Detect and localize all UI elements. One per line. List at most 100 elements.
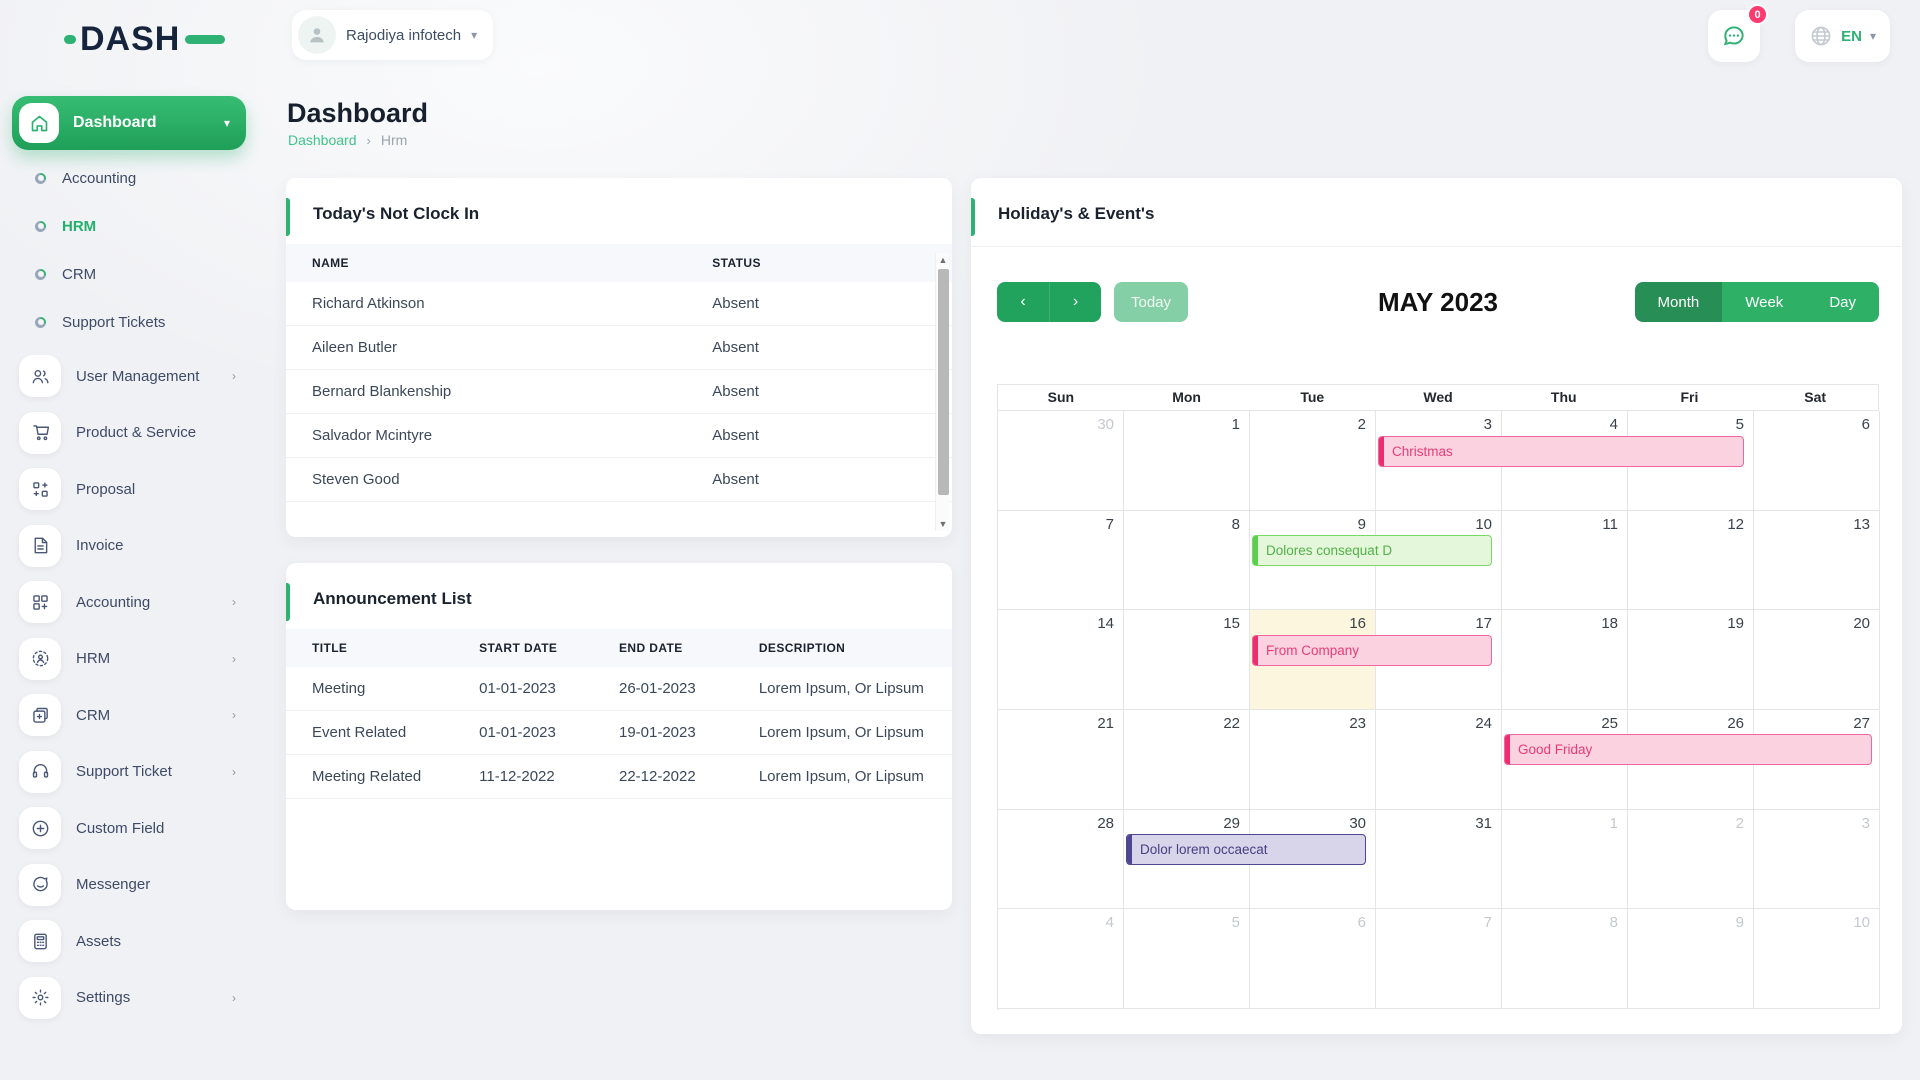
calendar-day-cell[interactable]: 15 [1124, 610, 1250, 711]
calendar-day-cell[interactable]: 2 [1250, 411, 1376, 511]
breadcrumb-current: Hrm [380, 132, 408, 148]
table-row: Meeting Related 11-12-2022 22-12-2022 Lo… [286, 754, 952, 799]
sidebar-item-dashboard[interactable]: Dashboard ▾ [12, 96, 246, 150]
crm-icon [19, 694, 61, 736]
calendar-day-cell[interactable]: 11 [1502, 510, 1628, 611]
scroll-down-arrow[interactable]: ▼ [938, 519, 948, 529]
view-day-button[interactable]: Day [1806, 282, 1879, 322]
sidebar-subitem-accounting[interactable]: Accounting [12, 158, 246, 198]
sidebar-subitem-support-tickets[interactable]: Support Tickets [12, 302, 246, 342]
status-value: Absent [712, 457, 952, 502]
calendar-event-dolor-lorem[interactable]: Dolor lorem occaecat [1126, 834, 1366, 865]
calendar-day-cell[interactable]: 2 [1628, 809, 1754, 910]
calendar-day-cell[interactable]: 14 [998, 610, 1124, 711]
calendar-day-cell[interactable]: 5 [1124, 909, 1250, 1010]
view-week-button[interactable]: Week [1722, 282, 1807, 322]
calendar-day-cell[interactable]: 6 [1250, 909, 1376, 1010]
calendar-day-cell[interactable]: 7 [1376, 909, 1502, 1010]
sidebar-subitem-crm[interactable]: CRM [12, 254, 246, 294]
column-header-name: NAME [286, 244, 713, 282]
sidebar-item-settings[interactable]: Settings › [12, 972, 246, 1024]
calendar-day-cell[interactable]: 22 [1124, 710, 1250, 810]
calendar-day-cell[interactable]: 17 [1376, 610, 1502, 711]
calendar-day-cell[interactable]: 5 [1628, 411, 1754, 511]
column-header-status: STATUS [712, 244, 952, 282]
sidebar-item-product-service[interactable]: Product & Service [12, 407, 246, 459]
sidebar-item-invoice[interactable]: Invoice [12, 520, 246, 572]
sidebar-item-accounting[interactable]: Accounting › [12, 576, 246, 628]
day-header-fri: Fri [1680, 389, 1699, 405]
sidebar-item-crm[interactable]: CRM › [12, 689, 246, 741]
chevron-down-icon: ▾ [471, 28, 478, 42]
calendar-day-cell[interactable]: 4 [998, 909, 1124, 1010]
calendar-day-cell[interactable]: 6 [1754, 411, 1880, 511]
calendar-day-cell[interactable]: 9 [1628, 909, 1754, 1010]
sidebar-subitem-hrm[interactable]: HRM [12, 206, 246, 246]
calendar-day-cell[interactable]: 8 [1502, 909, 1628, 1010]
chevron-right-icon: › [232, 708, 236, 722]
chat-bubble-icon [1721, 23, 1747, 49]
table-header-row: TITLE START DATE END DATE DESCRIPTION [286, 629, 952, 667]
calendar-day-cell[interactable]: 1 [1502, 809, 1628, 910]
sidebar-item-messenger[interactable]: Messenger [12, 859, 246, 911]
prev-month-button[interactable]: ‹ [997, 282, 1049, 322]
language-selector[interactable]: EN ▾ [1795, 10, 1890, 62]
calendar-day-cell[interactable]: 21 [998, 710, 1124, 810]
calendar-day-cell[interactable]: 23 [1250, 710, 1376, 810]
calendar-event-from-company[interactable]: From Company [1252, 635, 1492, 666]
sidebar-item-custom-field[interactable]: Custom Field [12, 802, 246, 854]
day-header-thu: Thu [1550, 389, 1577, 405]
logo-text: DASH [80, 20, 181, 58]
calendar-nav-group: ‹ › [997, 282, 1101, 322]
calendar-day-cell[interactable]: 10 [1754, 909, 1880, 1010]
announcement-card-title: Announcement List [313, 589, 472, 608]
status-value: Absent [712, 369, 952, 414]
chevron-down-icon: ▾ [1869, 29, 1876, 43]
vertical-scrollbar[interactable]: ▲ ▼ [935, 253, 949, 531]
calendar-day-cell[interactable]: 1 [1124, 411, 1250, 511]
users-icon [19, 355, 61, 397]
calendar-day-cell[interactable]: 28 [998, 809, 1124, 910]
calendar-day-cell[interactable]: 30 [998, 411, 1124, 511]
calendar-day-cell[interactable]: 10 [1376, 510, 1502, 611]
breadcrumb-dashboard-link[interactable]: Dashboard [288, 132, 357, 148]
company-dropdown[interactable]: Rajodiya infotech ▾ [292, 10, 494, 60]
invoice-icon [19, 524, 61, 567]
sidebar-item-user-management[interactable]: User Management › [12, 350, 246, 402]
sidebar-item-hrm[interactable]: HRM › [12, 633, 246, 685]
accounting-grid-icon [19, 581, 61, 623]
calendar-event-dolores-consequat[interactable]: Dolores consequat D [1252, 535, 1492, 566]
status-value: Absent [712, 282, 952, 326]
next-month-button[interactable]: › [1049, 282, 1101, 322]
clockin-card-title: Today's Not Clock In [313, 204, 480, 223]
sidebar-item-assets[interactable]: Assets [12, 915, 246, 967]
calendar-day-cell[interactable]: 30 [1250, 809, 1376, 910]
calendar-day-cell[interactable]: 31 [1376, 809, 1502, 910]
calendar-day-cell[interactable]: 18 [1502, 610, 1628, 711]
clockin-card: Today's Not Clock In NAME STATUS Richard… [286, 178, 952, 537]
chevron-right-icon: › [232, 764, 236, 779]
calendar-event-christmas[interactable]: Christmas [1378, 436, 1744, 467]
today-button[interactable]: Today [1114, 282, 1189, 322]
calendar-event-good-friday[interactable]: Good Friday [1504, 734, 1872, 765]
calendar-day-cell[interactable]: 13 [1754, 510, 1880, 611]
calendar-day-cell[interactable]: 24 [1376, 710, 1502, 810]
chevron-right-icon: › [232, 990, 236, 1005]
calendar-day-cell[interactable]: 7 [998, 510, 1124, 611]
calendar-day-cell[interactable]: 19 [1628, 610, 1754, 711]
calendar-day-cell[interactable]: 20 [1754, 610, 1880, 711]
calendar-card-header: Holiday's & Event's [971, 178, 1902, 247]
calendar-day-cell[interactable]: 27 [1754, 710, 1880, 810]
messages-button[interactable]: 0 [1708, 4, 1768, 62]
sidebar-item-support-ticket[interactable]: Support Ticket › [12, 746, 246, 798]
scrollbar-thumb[interactable] [937, 269, 949, 495]
dash-logo[interactable]: DASH [64, 18, 226, 60]
sidebar-item-proposal[interactable]: Proposal [12, 463, 246, 515]
calendar-day-cell[interactable]: 12 [1628, 510, 1754, 611]
calendar-day-cell[interactable]: 3 [1754, 809, 1880, 910]
calendar-day-cell[interactable]: 8 [1124, 510, 1250, 611]
scroll-up-arrow[interactable]: ▲ [938, 255, 948, 265]
chevron-right-icon: › [232, 651, 236, 666]
view-month-button[interactable]: Month [1634, 282, 1723, 322]
